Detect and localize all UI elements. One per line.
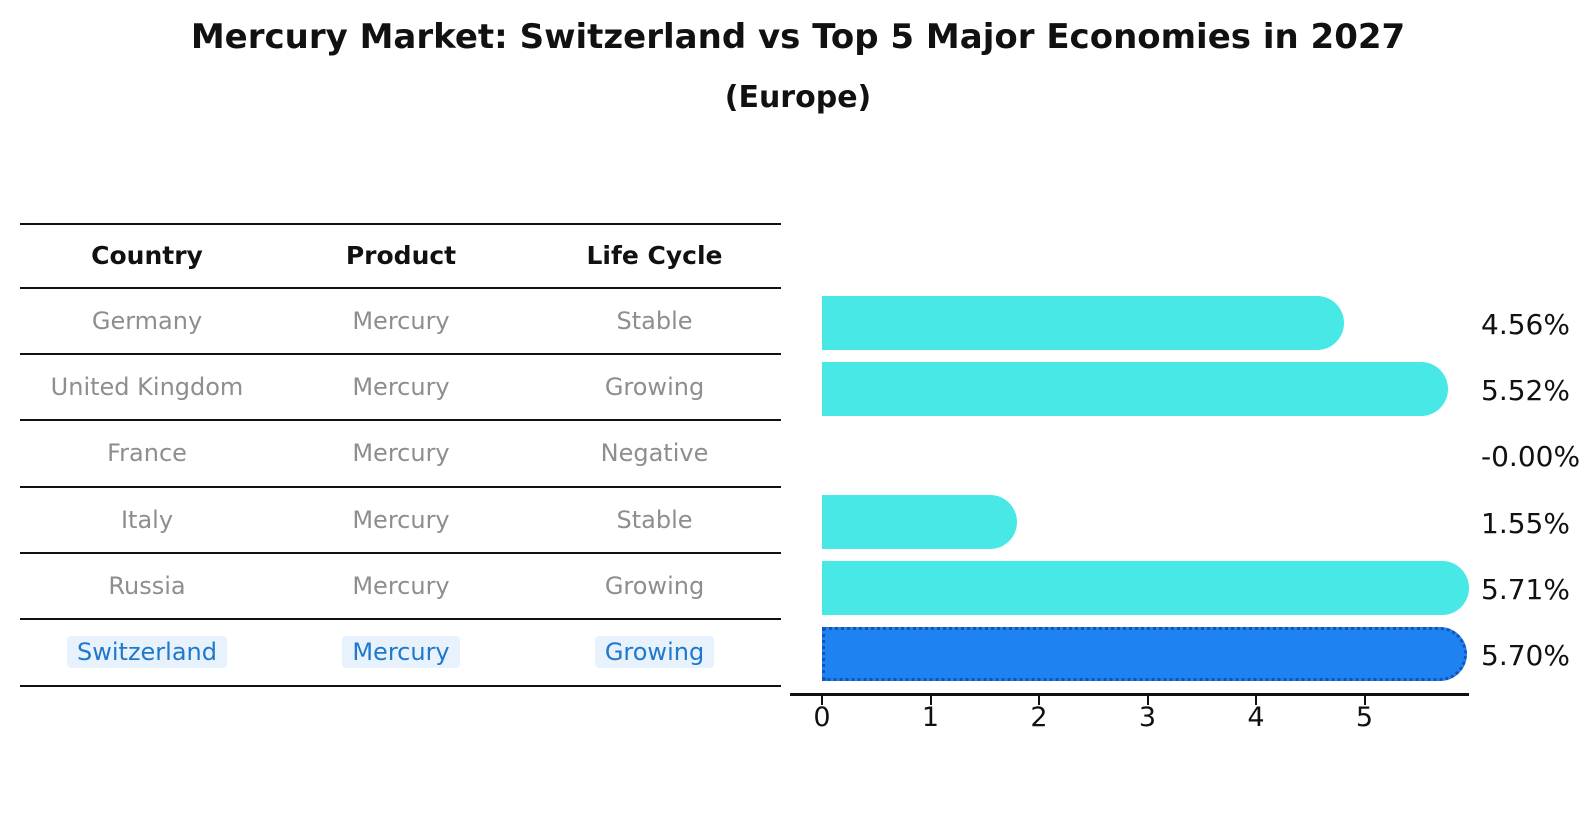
country-table: Country Product Life Cycle Germany Mercu… bbox=[20, 223, 781, 687]
table-cell-country: France bbox=[107, 439, 187, 468]
bar-italy bbox=[822, 494, 1018, 549]
table-cell-country: Russia bbox=[108, 572, 186, 601]
table-header-product: Product bbox=[345, 241, 457, 271]
table-cell-lifecycle: Growing bbox=[528, 636, 781, 669]
table-cell-lifecycle: Growing bbox=[604, 572, 705, 601]
x-tick-label: 0 bbox=[813, 702, 831, 733]
x-tick-label: 2 bbox=[1030, 702, 1048, 733]
x-tick bbox=[1363, 696, 1366, 705]
table-cell-lifecycle: Growing bbox=[604, 373, 705, 402]
table-row: France Mercury Negative bbox=[20, 421, 781, 488]
table-cell-product: Mercury bbox=[352, 505, 450, 534]
table-cell-product: Mercury bbox=[352, 373, 450, 402]
bar-value-label: 5.52% bbox=[1481, 374, 1570, 408]
x-tick-label: 1 bbox=[921, 702, 940, 733]
table-cell-country: Germany bbox=[91, 306, 203, 335]
table-body: Germany Mercury Stable United Kingdom Me… bbox=[20, 289, 781, 687]
x-tick bbox=[1038, 696, 1040, 705]
x-tick-label: 4 bbox=[1247, 702, 1265, 733]
table-cell-product: Mercury bbox=[274, 636, 528, 669]
bar-value-label: 5.70% bbox=[1481, 639, 1570, 672]
bar-value-label: 5.71% bbox=[1481, 572, 1570, 606]
x-tick bbox=[1255, 696, 1257, 705]
chart-title: Mercury Market: Switzerland vs Top 5 Maj… bbox=[190, 17, 1406, 57]
bar-russia bbox=[822, 560, 1469, 615]
bar-united-kingdom bbox=[822, 362, 1448, 417]
table-header-lifecycle: Life Cycle bbox=[586, 241, 723, 271]
chart-subtitle: (Europe) bbox=[724, 80, 872, 115]
table-cell-product: Mercury bbox=[352, 572, 450, 601]
table-row: Germany Mercury Stable bbox=[20, 289, 781, 355]
table-header-row: Country Product Life Cycle bbox=[20, 223, 781, 289]
table-row: Russia Mercury Growing bbox=[20, 554, 781, 621]
table-cell-lifecycle: Negative bbox=[600, 439, 709, 468]
table-cell-product: Mercury bbox=[352, 306, 450, 335]
table-cell-lifecycle: Stable bbox=[616, 505, 693, 534]
x-tick bbox=[929, 696, 932, 705]
table-cell-lifecycle: Stable bbox=[616, 306, 693, 335]
bar-value-label: 4.56% bbox=[1481, 308, 1570, 341]
table-cell-country: United Kingdom bbox=[50, 373, 244, 402]
table-row: Italy Mercury Stable bbox=[20, 488, 781, 554]
table-cell-country: Italy bbox=[120, 505, 174, 534]
table-row: Switzerland Mercury Growing bbox=[20, 620, 781, 687]
bar-germany bbox=[822, 296, 1344, 350]
x-tick-label: 5 bbox=[1355, 702, 1374, 733]
x-tick-label: 3 bbox=[1138, 702, 1157, 733]
bar-value-label: -0.00% bbox=[1481, 440, 1581, 474]
x-tick bbox=[821, 696, 823, 705]
x-axis-line bbox=[790, 693, 1469, 696]
bar-switzerland bbox=[822, 627, 1468, 681]
table-header-country: Country bbox=[91, 241, 203, 271]
bar-value-label: 1.55% bbox=[1481, 506, 1570, 540]
table-cell-country: Switzerland bbox=[20, 636, 274, 669]
table-row: United Kingdom Mercury Growing bbox=[20, 355, 781, 422]
table-cell-product: Mercury bbox=[352, 439, 450, 468]
x-tick bbox=[1146, 696, 1149, 705]
